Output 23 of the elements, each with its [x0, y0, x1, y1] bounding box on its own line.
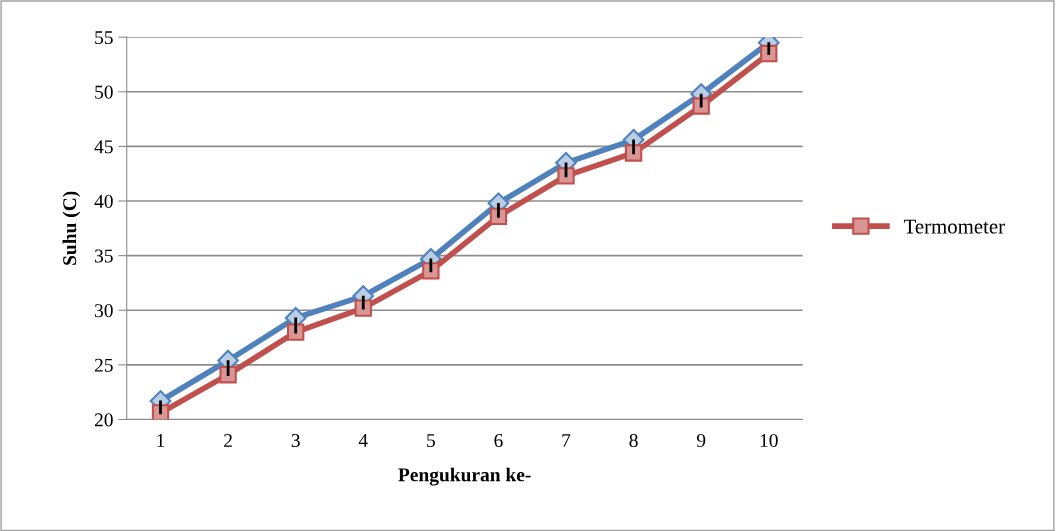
x-tick-label: 9 [696, 434, 706, 448]
x-tick-label: 4 [358, 434, 368, 447]
point [557, 167, 575, 185]
x-tick-label: 7 [562, 434, 571, 447]
x-tick-label: 1 [157, 434, 165, 447]
point [219, 366, 237, 384]
y-axis-title: Suhu (C) [62, 191, 81, 265]
x-tick-label: 2 [224, 434, 232, 447]
x-tick-label: 6 [494, 434, 503, 448]
y-tick-label: 45 [94, 140, 113, 154]
x-tick-label: 3 [291, 434, 300, 448]
y-tick-label: 25 [94, 358, 113, 372]
x-tick-label: 5 [427, 434, 435, 448]
y-tick-label: 55 [95, 31, 113, 45]
y-tick-label: 50 [95, 85, 113, 99]
y-tick-label: 30 [95, 304, 113, 318]
legend-label: Termometer [903, 219, 1005, 234]
x-tick-label: 10 [760, 433, 778, 448]
x-axis-title: Pengukuran ke- [398, 467, 531, 486]
y-tick-label: 40 [94, 194, 113, 208]
y-tick-label: 35 [95, 249, 113, 263]
y-tick-label: 20 [94, 413, 113, 427]
x-tick-label: 8 [629, 433, 638, 448]
